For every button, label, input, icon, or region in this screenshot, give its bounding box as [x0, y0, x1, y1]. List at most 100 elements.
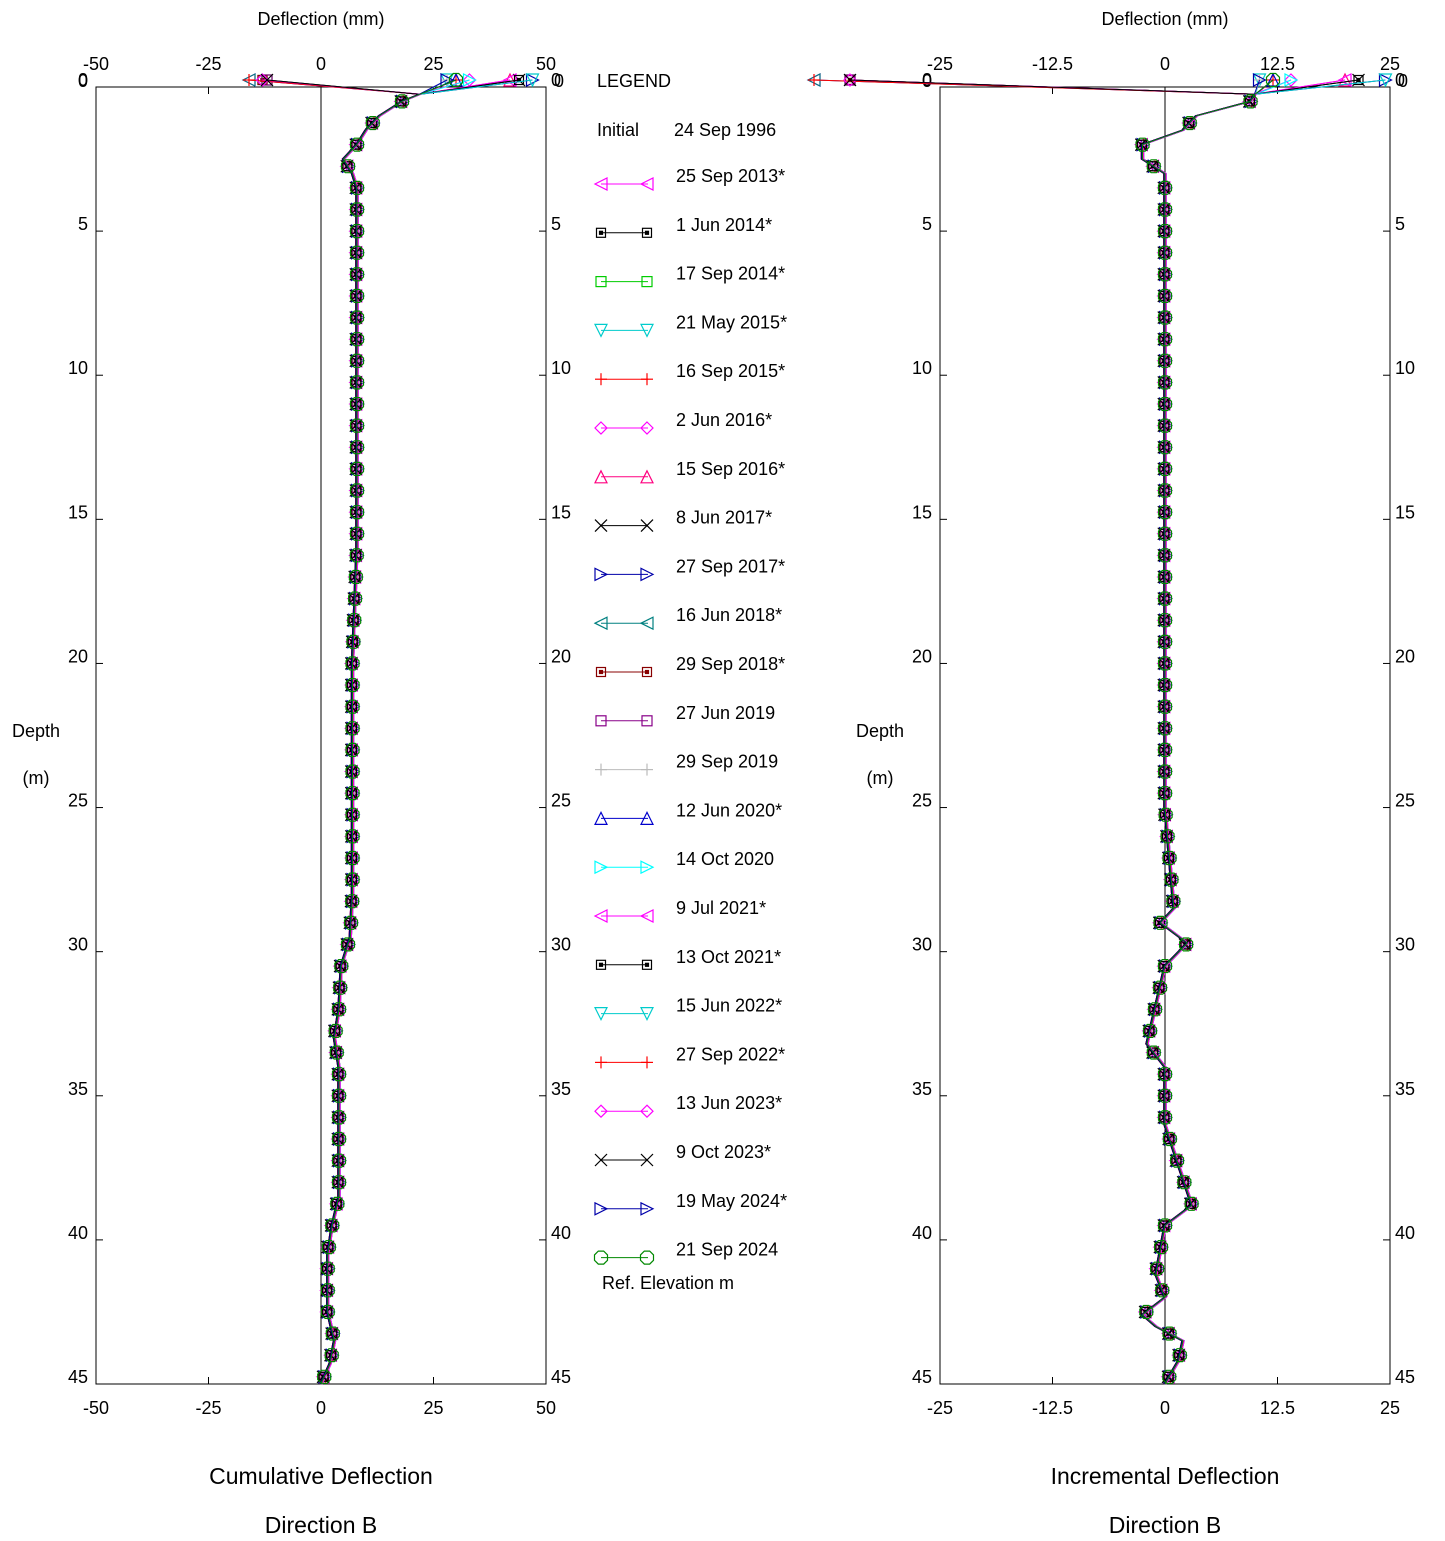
marker-shape: [1139, 1304, 1154, 1320]
marker-shape: [640, 519, 654, 533]
marker-shape: [1157, 440, 1173, 455]
marker-shape: [349, 375, 365, 390]
legend-item: 12 Jun 2020*: [594, 800, 782, 826]
series-marker: [345, 764, 360, 779]
legend-label: 17 Sep 2014*: [676, 264, 785, 284]
legend-marker-right: [640, 519, 654, 533]
y-tick-label-right: 15: [1395, 502, 1415, 522]
marker-shape: [345, 894, 360, 909]
legend-marker-left: [594, 469, 608, 484]
marker-shape: [1177, 1175, 1192, 1190]
series-marker: [349, 548, 364, 563]
legend-marker-right: [640, 860, 655, 875]
legend-marker-right: [639, 909, 654, 923]
series-marker: [1157, 332, 1173, 347]
y-tick-label-left: 30: [68, 935, 88, 955]
series-marker: [345, 721, 360, 736]
legend-marker-right: [639, 616, 654, 631]
marker-shape: [348, 569, 363, 585]
series-marker: [1160, 829, 1175, 844]
series-marker: [324, 1348, 339, 1363]
x-tick-label-bottom: 25: [1380, 1398, 1400, 1418]
marker-shape: [1157, 699, 1173, 714]
x-tick-label-bottom: -50: [83, 1398, 109, 1418]
series-marker: [345, 742, 360, 758]
series-marker: [1157, 569, 1173, 585]
marker-shape: [1164, 872, 1179, 887]
y-tick-label-right: 15: [551, 502, 571, 522]
marker-shape: [1162, 850, 1177, 866]
marker-shape: [1184, 117, 1195, 129]
legend-item: 19 May 2024*: [594, 1191, 787, 1216]
marker-shape: [640, 469, 654, 484]
legend-label: 1 Jun 2014*: [676, 215, 772, 235]
series-marker-top: [243, 74, 255, 86]
series-marker: [349, 245, 365, 260]
marker-shape: [1146, 1045, 1161, 1060]
series-marker: [329, 1045, 344, 1060]
marker-shape: [1378, 73, 1393, 88]
y-tick-label-left: 45: [912, 1367, 932, 1387]
series-marker: [347, 613, 362, 628]
marker-shape: [1265, 72, 1281, 88]
marker-shape: [1157, 310, 1173, 325]
marker-shape: [593, 616, 608, 631]
y-tick-label-right: 10: [551, 358, 571, 378]
series-21-sep-2024: [317, 72, 464, 1385]
marker-shape: [331, 1067, 347, 1082]
series-marker-top: [255, 73, 270, 87]
marker-shape: [349, 202, 365, 217]
series-marker: [317, 1369, 332, 1384]
series-marker: [340, 159, 356, 174]
marker-shape: [1284, 73, 1298, 87]
legend-title: LEGEND: [597, 71, 671, 91]
marker-shape: [349, 137, 365, 152]
legend-label: 27 Sep 2022*: [676, 1044, 785, 1064]
series-marker: [1169, 1153, 1185, 1168]
series-marker: [1184, 1196, 1199, 1211]
series-marker: [349, 526, 365, 541]
y-tick-label-right: 35: [551, 1079, 571, 1099]
legend-marker-right: [641, 276, 653, 288]
marker-shape: [1153, 1239, 1169, 1255]
x-tick-label-bottom: -25: [927, 1398, 953, 1418]
marker-shape: [349, 267, 365, 282]
series-marker: [345, 850, 360, 866]
y-axis-label-top: Depth: [856, 721, 904, 741]
y-tick-label-right: 0: [551, 70, 561, 90]
series-line: [849, 79, 1256, 1385]
legend-label: 29 Sep 2018*: [676, 654, 785, 674]
marker-shape: [1162, 1326, 1177, 1341]
series-marker: [1162, 1369, 1177, 1384]
marker-shape: [328, 1023, 343, 1039]
y-tick-label-left: 10: [68, 358, 88, 378]
series-marker-top: [525, 73, 540, 88]
legend-marker-right: [640, 1153, 654, 1167]
marker-shape: [330, 1196, 345, 1211]
x-tick-label-bottom: 0: [316, 1398, 326, 1418]
marker-shape: [640, 1153, 654, 1167]
series-marker: [349, 137, 365, 152]
series-marker: [1157, 310, 1173, 325]
top-row-depth-label: 0: [1398, 71, 1408, 91]
series-21-sep-2024: [1135, 72, 1281, 1385]
legend-marker-left: [595, 959, 607, 970]
legend-marker-left: [594, 323, 608, 338]
legend-marker-right: [640, 1104, 654, 1119]
series-marker: [330, 1196, 345, 1211]
legend-item: 2 Jun 2016*: [594, 410, 772, 435]
marker-shape: [1157, 764, 1173, 779]
legend-item: 21 May 2015*: [594, 312, 787, 338]
marker-shape: [640, 811, 654, 826]
x-tick-label-bottom: 25: [423, 1398, 443, 1418]
marker-shape: [1184, 1196, 1199, 1211]
series-marker: [349, 288, 365, 303]
y-tick-label-right: 45: [1395, 1367, 1415, 1387]
marker-shape: [1154, 917, 1166, 928]
marker-shape: [1157, 332, 1173, 347]
marker-shape: [346, 634, 361, 649]
series-marker: [331, 1088, 347, 1103]
marker-shape: [334, 958, 349, 974]
marker-shape: [594, 811, 608, 826]
